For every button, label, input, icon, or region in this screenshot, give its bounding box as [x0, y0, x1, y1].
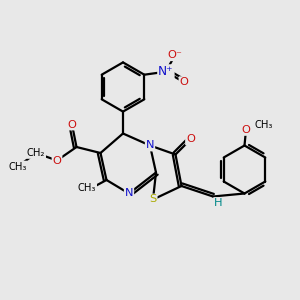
Text: H: H	[214, 198, 223, 208]
Text: O⁻: O⁻	[167, 50, 182, 60]
Text: CH₃: CH₃	[78, 183, 96, 193]
Text: CH₂: CH₂	[27, 148, 45, 158]
Text: O: O	[179, 77, 188, 87]
Text: O: O	[52, 155, 62, 166]
Text: O: O	[68, 119, 76, 130]
Text: CH₃: CH₃	[255, 120, 273, 130]
Text: N: N	[146, 140, 154, 151]
Text: S: S	[149, 194, 157, 205]
Text: O: O	[186, 134, 195, 145]
Text: O: O	[242, 125, 250, 135]
Text: N⁺: N⁺	[158, 65, 174, 78]
Text: CH₃: CH₃	[9, 161, 27, 172]
Text: N: N	[125, 188, 133, 199]
